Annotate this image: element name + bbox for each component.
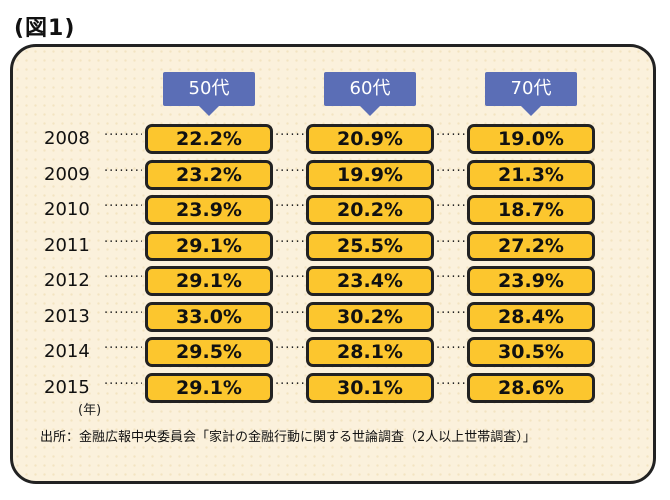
value-cell: 28.4% bbox=[467, 301, 595, 332]
source-note: 出所：金融広報中央委員会「家計の金融行動に関する世論調査（2人以上世帯調査）」 bbox=[40, 430, 536, 445]
leader-dots: ·········· bbox=[436, 199, 465, 214]
year-unit-label: (年) bbox=[78, 403, 102, 418]
year-label-2011: 2011 bbox=[44, 234, 90, 256]
year-label-2012: 2012 bbox=[44, 270, 90, 291]
leader-dots: ·········· bbox=[104, 234, 142, 250]
leader-dots: ·········· bbox=[275, 199, 304, 214]
leader-dots: ·········· bbox=[275, 376, 304, 392]
value-cell: 33.0% bbox=[145, 301, 273, 332]
leader-dots: ·········· bbox=[275, 305, 304, 321]
leader-dots: ·········· bbox=[436, 305, 465, 321]
leader-dots: ·········· bbox=[104, 341, 142, 356]
leader-dots: ·········· bbox=[275, 128, 304, 143]
leader-dots: ·········· bbox=[436, 234, 465, 250]
value-cell: 19.9% bbox=[306, 159, 434, 190]
value-cell: 18.7% bbox=[467, 195, 595, 225]
leader-dots: ·········· bbox=[436, 341, 465, 356]
year-label-2013: 2013 bbox=[44, 305, 90, 327]
value-cell: 30.2% bbox=[306, 301, 434, 332]
value-cell: 21.3% bbox=[467, 159, 595, 190]
value-cell: 25.5% bbox=[306, 230, 434, 261]
value-cell: 23.2% bbox=[145, 159, 273, 190]
value-cell: 19.0% bbox=[467, 124, 595, 154]
chart-panel bbox=[10, 44, 656, 484]
leader-dots: ·········· bbox=[436, 270, 465, 285]
leader-dots: ·········· bbox=[104, 305, 142, 321]
value-cell: 30.1% bbox=[306, 372, 434, 403]
leader-dots: ·········· bbox=[275, 341, 304, 356]
leader-dots: ·········· bbox=[104, 128, 142, 143]
value-cell: 29.1% bbox=[145, 372, 273, 403]
value-cell: 30.5% bbox=[467, 337, 595, 367]
leader-dots: ·········· bbox=[275, 163, 304, 179]
value-cell: 27.2% bbox=[467, 230, 595, 261]
leader-dots: ·········· bbox=[104, 199, 142, 214]
column-header-1: 60代 bbox=[324, 72, 416, 116]
value-cell: 29.5% bbox=[145, 337, 273, 367]
value-cell: 20.2% bbox=[306, 195, 434, 225]
column-header-2: 70代 bbox=[485, 72, 577, 116]
value-cell: 29.1% bbox=[145, 266, 273, 296]
panel-dot-pattern bbox=[13, 47, 653, 481]
value-cell: 28.6% bbox=[467, 372, 595, 403]
leader-dots: ·········· bbox=[104, 163, 142, 179]
leader-dots: ·········· bbox=[436, 163, 465, 179]
value-cell: 29.1% bbox=[145, 230, 273, 261]
value-cell: 22.2% bbox=[145, 124, 273, 154]
leader-dots: ·········· bbox=[275, 270, 304, 285]
year-label-2009: 2009 bbox=[44, 163, 90, 185]
value-cell: 20.9% bbox=[306, 124, 434, 154]
year-label-2010: 2010 bbox=[44, 199, 90, 220]
leader-dots: ·········· bbox=[104, 376, 142, 392]
year-label-2014: 2014 bbox=[44, 341, 90, 362]
value-cell: 23.4% bbox=[306, 266, 434, 296]
leader-dots: ·········· bbox=[275, 234, 304, 250]
leader-dots: ·········· bbox=[436, 128, 465, 143]
value-cell: 23.9% bbox=[467, 266, 595, 296]
year-label-2015: 2015 bbox=[44, 376, 90, 398]
leader-dots: ·········· bbox=[104, 270, 142, 285]
year-label-2008: 2008 bbox=[44, 128, 90, 149]
value-cell: 23.9% bbox=[145, 195, 273, 225]
value-cell: 28.1% bbox=[306, 337, 434, 367]
figure-label: (図1) bbox=[14, 16, 76, 41]
leader-dots: ·········· bbox=[436, 376, 465, 392]
column-header-0: 50代 bbox=[163, 72, 255, 116]
